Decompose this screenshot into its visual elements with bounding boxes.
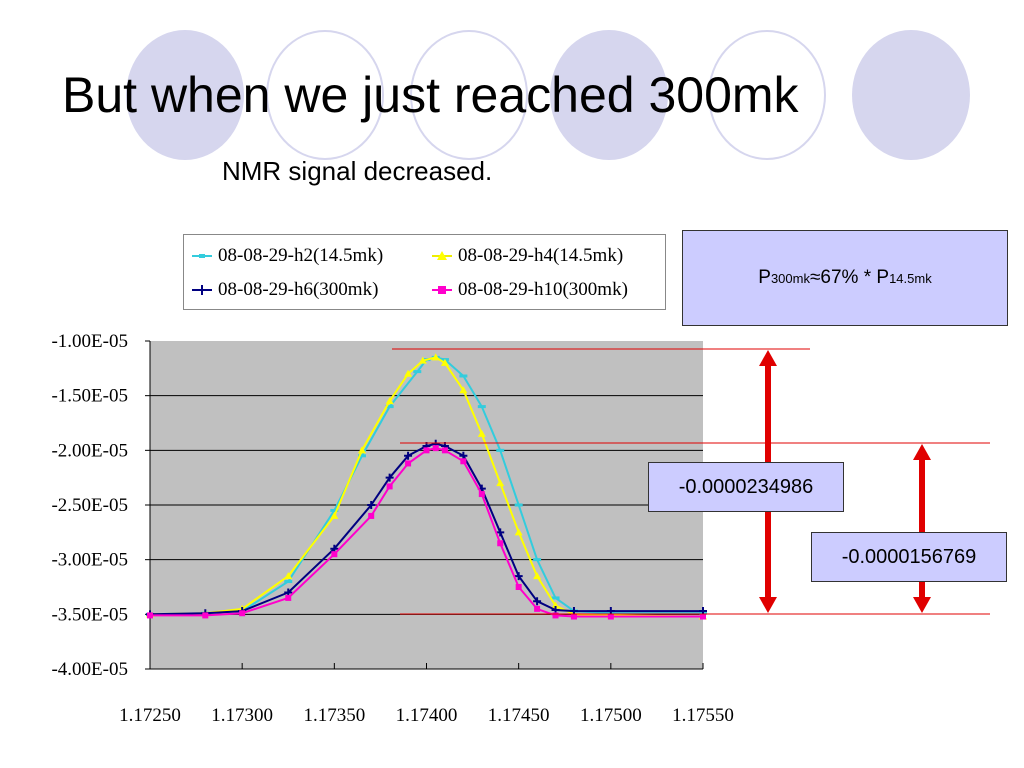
series-point (497, 540, 504, 547)
arrow-300mk-head-up (913, 444, 931, 460)
x-tick-label: 1.17400 (396, 705, 458, 726)
series-point (534, 605, 541, 612)
formula-sub-14-5mk: 14.5mk (889, 270, 932, 286)
series-point (700, 613, 706, 620)
arrow-14-5mk-head-down (759, 597, 777, 613)
legend-marker-triangle-icon (432, 251, 452, 260)
series-point (514, 572, 523, 581)
series-point (385, 397, 394, 405)
x-tick-label: 1.17450 (488, 705, 550, 726)
series-point (405, 460, 412, 467)
series-line-0 (149, 356, 703, 616)
series-point (478, 491, 485, 498)
y-tick-label: -2.50E-05 (51, 495, 128, 516)
series-line-2 (149, 442, 703, 616)
series-point (432, 445, 439, 452)
legend-item-h6: 08-08-29-h6(300mk) (192, 279, 378, 301)
y-tick-label: -1.50E-05 (51, 386, 128, 407)
y-tick-label: -1.00E-05 (51, 331, 128, 352)
series-point (202, 612, 209, 619)
decor-circle-6 (852, 30, 970, 160)
series-point (514, 528, 523, 536)
slide-title: But when we just reached 300mk (62, 67, 799, 123)
series-point (404, 451, 413, 460)
series-point (496, 528, 505, 537)
series-point (284, 572, 293, 580)
y-tick-label: -4.00E-05 (51, 659, 128, 680)
series-point (385, 473, 394, 482)
decor-circle-3 (410, 30, 528, 160)
formula-p: P (758, 267, 771, 288)
legend-item-h10: 08-08-29-h10(300mk) (432, 279, 628, 301)
x-tick-label: 1.17250 (119, 705, 181, 726)
series-point (496, 479, 505, 487)
series-point (368, 512, 375, 519)
series-point (386, 483, 393, 490)
series-point (418, 356, 427, 364)
series-point (423, 447, 430, 454)
x-tick-label: 1.17550 (672, 705, 734, 726)
series-point (533, 597, 542, 606)
x-tick-label: 1.17300 (211, 705, 273, 726)
legend-label: 08-08-29-h10(300mk) (458, 279, 628, 300)
series-point (239, 610, 246, 617)
series-point (431, 353, 440, 361)
series-point (607, 613, 614, 620)
series-point (285, 594, 292, 601)
series-point (357, 446, 366, 454)
formula-mid: ≈67% * P (809, 267, 890, 288)
chart-legend: 08-08-29-h2(14.5mk) 08-08-29-h4(14.5mk) … (183, 234, 666, 310)
series-point (552, 612, 559, 619)
series-point (147, 612, 153, 619)
legend-marker-square-icon (432, 286, 452, 294)
series-point (330, 511, 339, 519)
legend-item-h2: 08-08-29-h2(14.5mk) (192, 245, 383, 267)
series-point (477, 429, 486, 437)
formula-sub-300mk: 300mk (770, 270, 810, 286)
slide-subtitle: NMR signal decreased. (222, 156, 493, 186)
decor-circle-2 (266, 30, 384, 160)
decor-circle-1 (126, 30, 244, 160)
series-point (570, 613, 577, 620)
x-tick-label: 1.17350 (303, 705, 365, 726)
legend-item-h4: 08-08-29-h4(14.5mk) (432, 245, 623, 267)
series-point (551, 601, 560, 609)
y-tick-label: -3.50E-05 (51, 604, 128, 625)
legend-marker-dash-icon (192, 254, 212, 258)
arrow-300mk-head-down (913, 597, 931, 613)
series-point (441, 447, 448, 454)
series-point (440, 358, 449, 366)
series-point (515, 584, 522, 590)
decor-circle-5 (708, 30, 826, 160)
decor-circle-4 (550, 30, 668, 160)
legend-label: 08-08-29-h2(14.5mk) (218, 245, 384, 266)
delta-14-5mk-box: -0.0000234986 (648, 462, 844, 512)
arrow-14-5mk-head-up (759, 350, 777, 366)
delta-300mk-box: -0.0000156769 (811, 532, 1007, 582)
series-point (460, 458, 467, 465)
series-point (367, 501, 376, 509)
legend-marker-plus-icon (192, 285, 212, 295)
series-point (331, 551, 338, 558)
series-point (404, 369, 413, 377)
polarization-formula-box: P 300mk ≈67% * P 14.5mk (682, 230, 1008, 326)
legend-label: 08-08-29-h6(300mk) (218, 279, 379, 300)
series-line-1 (149, 356, 704, 618)
series-point (533, 572, 542, 580)
y-tick-label: -3.00E-05 (51, 550, 128, 571)
legend-label: 08-08-29-h4(14.5mk) (458, 245, 624, 266)
x-tick-label: 1.17500 (580, 705, 642, 726)
series-point (459, 386, 468, 394)
y-tick-label: -2.00E-05 (51, 440, 128, 461)
